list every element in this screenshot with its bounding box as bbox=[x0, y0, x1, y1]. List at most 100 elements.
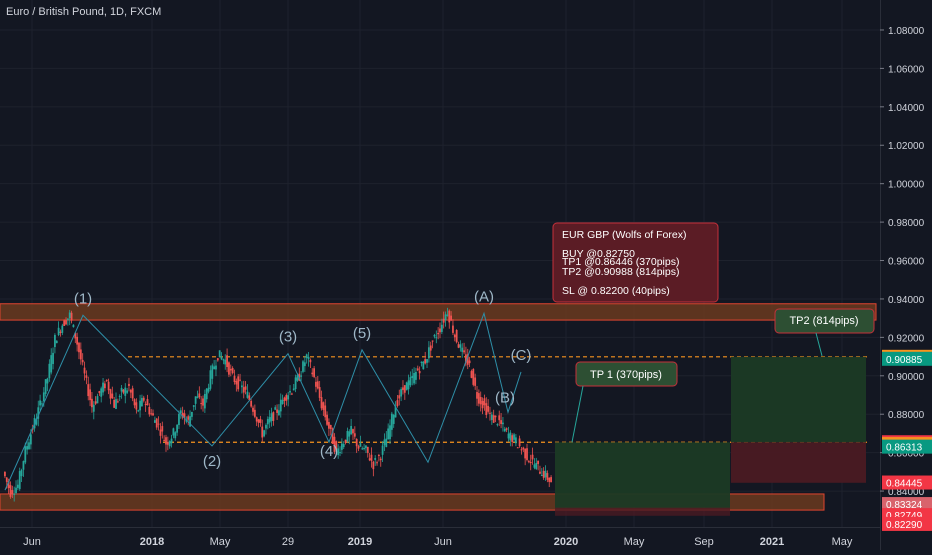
candle bbox=[161, 426, 164, 432]
candle bbox=[513, 434, 515, 440]
candle bbox=[411, 375, 414, 378]
trade-box-stop bbox=[555, 507, 730, 516]
time-tick-label: Jun bbox=[434, 536, 452, 548]
candle bbox=[74, 332, 77, 339]
wave-label: (5) bbox=[353, 325, 371, 342]
candle bbox=[274, 407, 277, 410]
candle bbox=[481, 400, 484, 409]
candle bbox=[209, 370, 212, 389]
candle bbox=[292, 388, 295, 391]
candle bbox=[344, 439, 347, 443]
candle bbox=[339, 452, 341, 454]
candle bbox=[511, 435, 514, 442]
time-tick-label: 2020 bbox=[554, 536, 578, 548]
candle bbox=[200, 403, 203, 405]
candle bbox=[224, 359, 227, 365]
candle bbox=[472, 369, 475, 385]
candle bbox=[420, 361, 423, 363]
candle bbox=[48, 363, 51, 379]
candle bbox=[50, 355, 53, 373]
candle bbox=[42, 392, 45, 402]
chart-title: Euro / British Pound, 1D, FXCM bbox=[6, 6, 162, 18]
candle bbox=[346, 431, 349, 442]
candle bbox=[133, 399, 136, 406]
tp2-pointer bbox=[815, 332, 823, 356]
candle bbox=[87, 384, 90, 397]
candle bbox=[483, 398, 486, 406]
candle bbox=[296, 374, 299, 381]
candle bbox=[413, 372, 415, 384]
candle bbox=[398, 395, 401, 399]
candle bbox=[66, 318, 69, 320]
candle bbox=[496, 424, 499, 426]
candle bbox=[116, 401, 119, 403]
elliott-wave-line bbox=[4, 311, 522, 491]
candle bbox=[392, 415, 395, 424]
candle bbox=[479, 397, 482, 405]
candle bbox=[79, 349, 82, 360]
candle bbox=[278, 410, 280, 416]
candle bbox=[233, 375, 236, 382]
candle bbox=[253, 409, 256, 417]
note-line: BUY @0.82750 bbox=[562, 248, 635, 260]
candle bbox=[205, 388, 208, 400]
candle bbox=[237, 376, 240, 390]
candle bbox=[203, 393, 206, 409]
candle bbox=[502, 422, 504, 425]
candle bbox=[246, 391, 249, 398]
candle bbox=[352, 429, 354, 434]
candle bbox=[357, 446, 360, 449]
candle bbox=[144, 404, 147, 406]
candle bbox=[250, 400, 253, 407]
candle bbox=[379, 458, 382, 461]
candle bbox=[416, 368, 419, 371]
candle bbox=[514, 437, 517, 444]
candle bbox=[135, 402, 138, 410]
candle bbox=[505, 428, 508, 430]
candle bbox=[198, 393, 201, 398]
candle bbox=[244, 386, 247, 390]
time-tick-label: May bbox=[210, 536, 231, 548]
candle bbox=[46, 378, 49, 384]
price-badge-label: 0.82290 bbox=[886, 520, 923, 531]
candle bbox=[179, 410, 182, 414]
candle bbox=[444, 314, 447, 321]
candle bbox=[448, 310, 451, 323]
candle bbox=[272, 412, 275, 421]
tp1-label: TP 1 (370pips) bbox=[590, 369, 662, 381]
candle bbox=[377, 454, 380, 456]
candle bbox=[94, 401, 97, 404]
time-tick-label: 2018 bbox=[140, 536, 164, 548]
candle bbox=[28, 442, 30, 450]
price-badge-label: 0.82749 bbox=[886, 511, 923, 522]
candle bbox=[39, 400, 42, 406]
profit-zone bbox=[731, 356, 866, 443]
candle bbox=[437, 332, 440, 335]
candle bbox=[15, 487, 17, 494]
candle bbox=[139, 400, 141, 411]
candle bbox=[57, 327, 60, 336]
candle bbox=[248, 395, 251, 401]
candle bbox=[476, 392, 478, 399]
candle bbox=[492, 415, 495, 423]
candle bbox=[402, 387, 404, 391]
candle bbox=[542, 470, 545, 478]
price-badge-label: 0.86313 bbox=[886, 443, 923, 454]
candle bbox=[235, 380, 238, 385]
candle bbox=[176, 424, 179, 433]
candle bbox=[109, 389, 112, 399]
candle bbox=[457, 344, 460, 348]
candle bbox=[403, 385, 406, 393]
candle bbox=[450, 315, 453, 321]
candle bbox=[13, 493, 16, 495]
candle bbox=[389, 425, 391, 440]
candle bbox=[81, 359, 84, 363]
candle bbox=[172, 428, 175, 436]
price-axis[interactable] bbox=[880, 0, 932, 550]
candle bbox=[361, 448, 364, 450]
candle bbox=[550, 477, 552, 483]
candle bbox=[105, 379, 108, 381]
candle bbox=[503, 428, 506, 432]
